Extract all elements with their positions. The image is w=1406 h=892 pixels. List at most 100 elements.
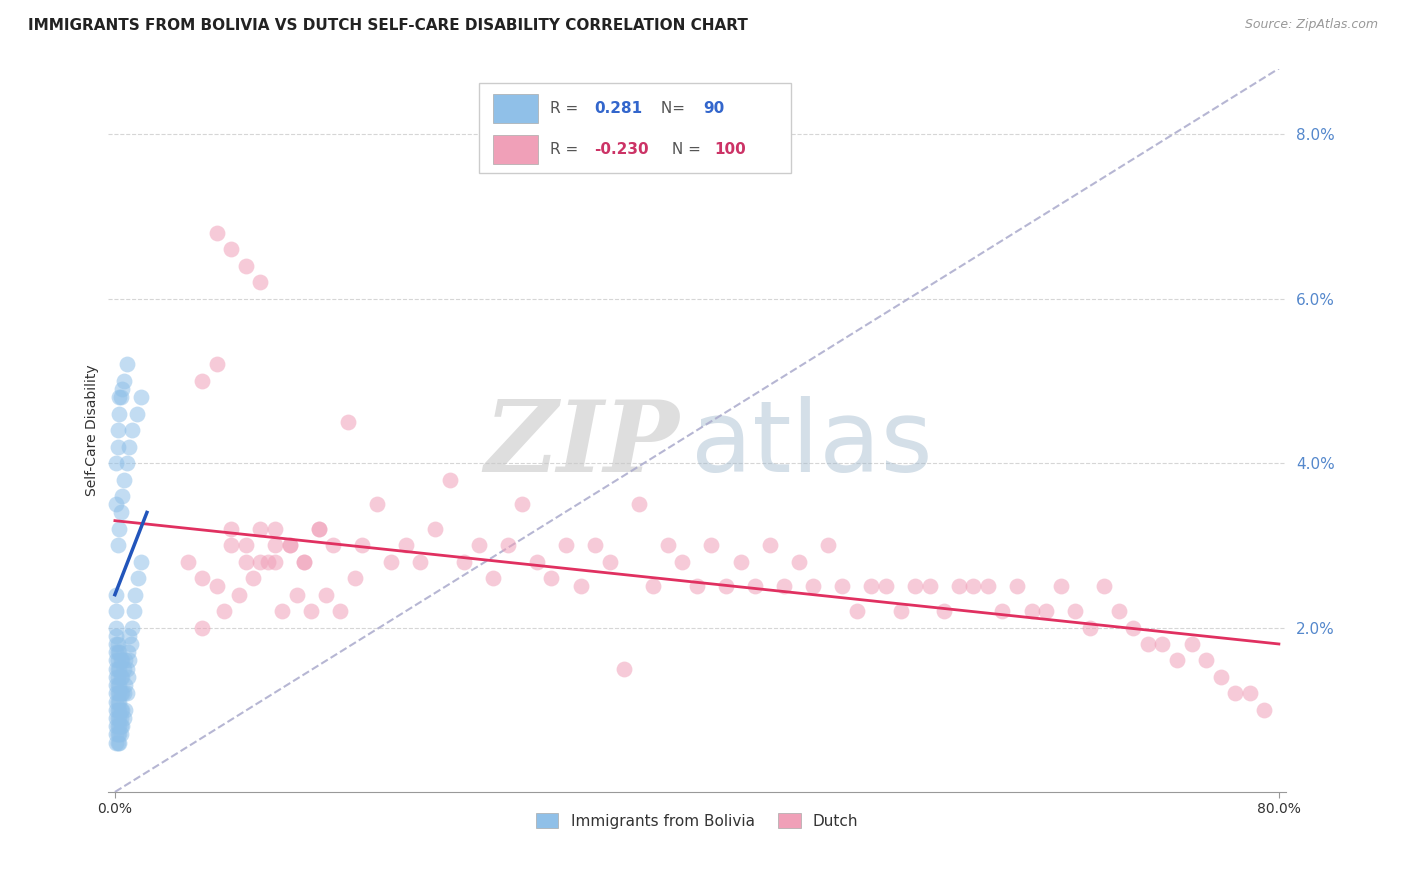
Point [235, 538, 257, 552]
Text: IMMIGRANTS FROM BOLIVIA VS DUTCH SELF-CARE DISABILITY CORRELATION CHART: IMMIGRANTS FROM BOLIVIA VS DUTCH SELF-CA… [28, 18, 748, 33]
Point [271, 604, 294, 618]
Point [249, 555, 271, 569]
Point [212, 604, 235, 618]
Text: N =: N = [668, 143, 706, 157]
Point [540, 571, 562, 585]
Point [569, 579, 592, 593]
Point [112, 374, 135, 388]
Point [744, 579, 766, 593]
Point [111, 670, 134, 684]
Point [1078, 621, 1101, 635]
Point [117, 645, 139, 659]
Point [285, 588, 308, 602]
Point [191, 621, 214, 635]
Point [108, 694, 131, 708]
Point [111, 719, 134, 733]
Point [115, 662, 138, 676]
Point [336, 415, 359, 429]
Point [1166, 653, 1188, 667]
Point [105, 736, 128, 750]
Point [1122, 621, 1144, 635]
Point [395, 538, 418, 552]
Point [787, 555, 810, 569]
Point [991, 604, 1014, 618]
Point [1021, 604, 1043, 618]
Point [409, 555, 432, 569]
Point [1005, 579, 1028, 593]
Point [121, 621, 143, 635]
Point [686, 579, 709, 593]
Point [1209, 670, 1232, 684]
Point [249, 522, 271, 536]
Point [105, 678, 128, 692]
Point [657, 538, 679, 552]
Point [124, 588, 146, 602]
Point [845, 604, 868, 618]
Text: N=: N= [655, 101, 689, 116]
Point [860, 579, 883, 593]
Point [115, 358, 138, 372]
Point [714, 579, 737, 593]
Point [1092, 579, 1115, 593]
Point [329, 604, 352, 618]
Point [831, 579, 853, 593]
Point [1108, 604, 1130, 618]
Point [890, 604, 912, 618]
Text: -0.230: -0.230 [595, 143, 650, 157]
Point [700, 538, 723, 552]
Point [105, 629, 128, 643]
Point [108, 686, 131, 700]
Point [111, 686, 134, 700]
Point [1239, 686, 1261, 700]
Point [264, 522, 287, 536]
Point [496, 538, 519, 552]
Point [176, 555, 198, 569]
Point [110, 719, 132, 733]
Point [112, 711, 135, 725]
Point [366, 497, 388, 511]
Point [352, 538, 374, 552]
Point [918, 579, 941, 593]
Point [107, 703, 129, 717]
Point [105, 719, 128, 733]
Point [129, 390, 152, 404]
Point [127, 571, 149, 585]
Point [439, 473, 461, 487]
Point [105, 645, 128, 659]
Point [423, 522, 446, 536]
Point [111, 653, 134, 667]
Point [108, 407, 131, 421]
Point [205, 358, 228, 372]
Point [129, 555, 152, 569]
Point [105, 686, 128, 700]
Point [510, 497, 533, 511]
Point [205, 579, 228, 593]
Point [107, 727, 129, 741]
Point [107, 538, 129, 552]
Point [111, 703, 134, 717]
Point [228, 588, 250, 602]
Point [256, 555, 278, 569]
Point [108, 736, 131, 750]
Point [1152, 637, 1174, 651]
Point [278, 538, 301, 552]
Point [308, 522, 330, 536]
Point [977, 579, 1000, 593]
Point [108, 711, 131, 725]
Point [117, 670, 139, 684]
Point [249, 275, 271, 289]
Point [107, 694, 129, 708]
Point [107, 440, 129, 454]
Point [278, 538, 301, 552]
Point [292, 555, 315, 569]
Point [110, 505, 132, 519]
Point [264, 555, 287, 569]
Point [107, 670, 129, 684]
Point [120, 637, 142, 651]
Y-axis label: Self-Care Disability: Self-Care Disability [86, 365, 100, 496]
Point [110, 686, 132, 700]
Point [105, 711, 128, 725]
Point [758, 538, 780, 552]
Point [467, 538, 489, 552]
Point [817, 538, 839, 552]
